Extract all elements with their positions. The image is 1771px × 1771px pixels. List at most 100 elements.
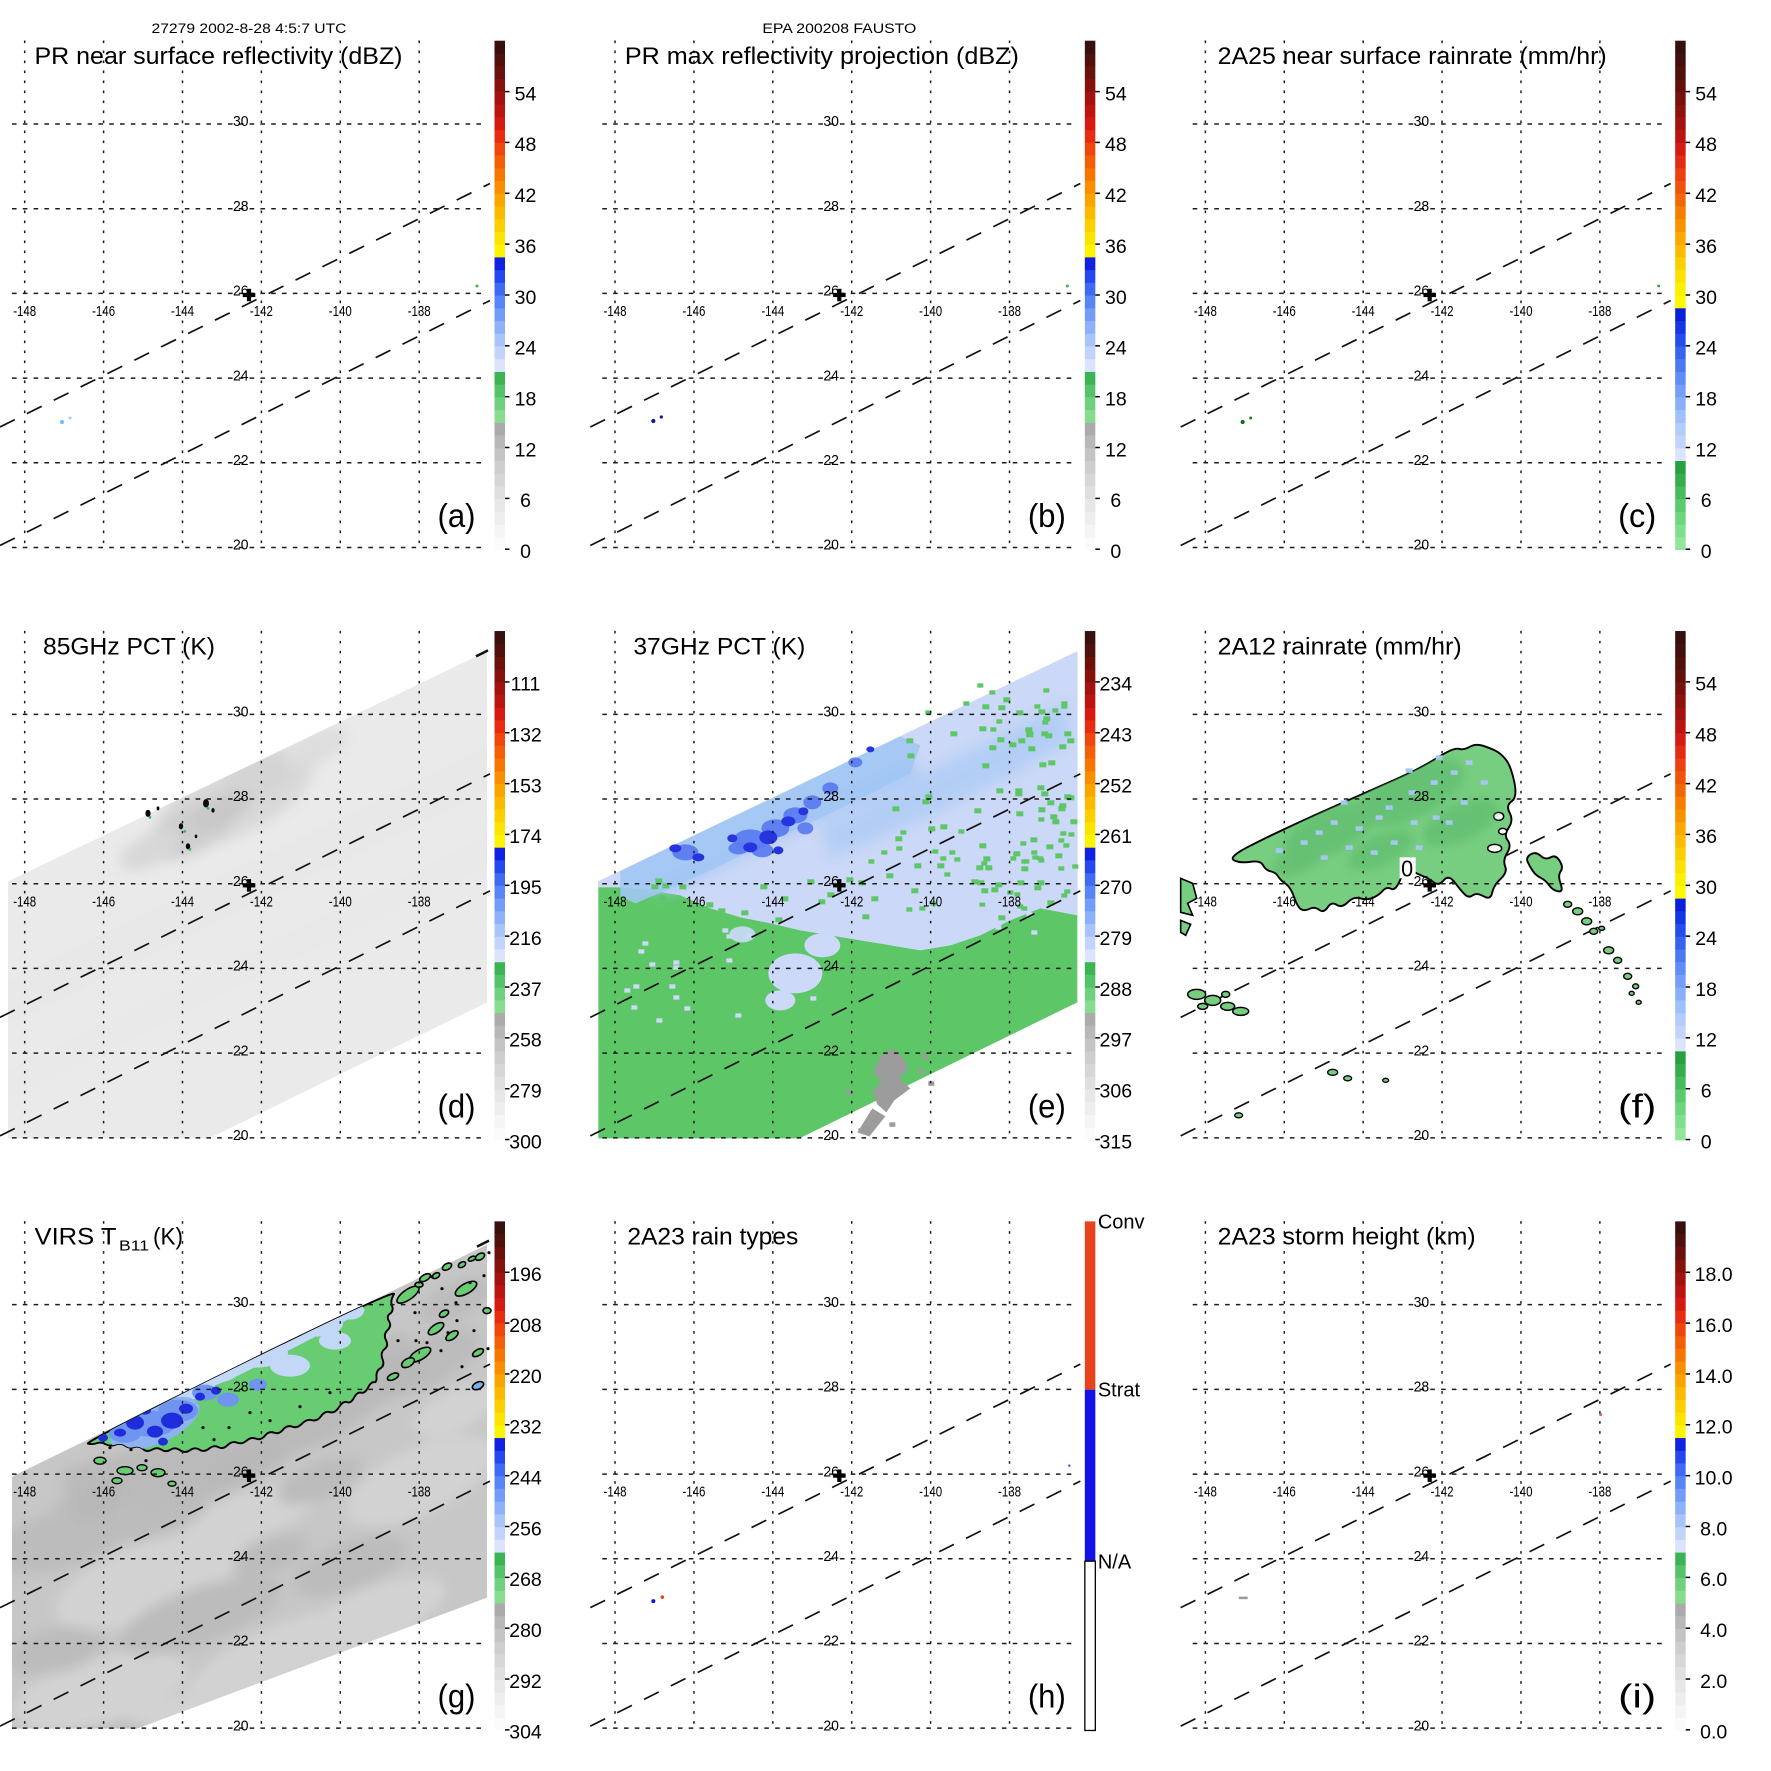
- svg-text:258: 258: [509, 1030, 542, 1052]
- svg-text:(b): (b): [1028, 497, 1066, 534]
- svg-text:292: 292: [509, 1671, 542, 1693]
- svg-text:132: 132: [509, 725, 542, 747]
- svg-text:EPA 200208 FAUSTO: EPA 200208 FAUSTO: [762, 21, 916, 36]
- svg-text:36: 36: [1695, 826, 1717, 848]
- svg-text:(a): (a): [438, 497, 476, 534]
- svg-text:24: 24: [1105, 338, 1127, 360]
- svg-text:0: 0: [520, 541, 531, 563]
- svg-text:18: 18: [1695, 389, 1717, 411]
- svg-text:244: 244: [509, 1467, 542, 1489]
- svg-text:261: 261: [1100, 826, 1133, 848]
- svg-text:12: 12: [1695, 1030, 1717, 1052]
- svg-text:2A23 rain types: 2A23 rain types: [627, 1224, 798, 1251]
- svg-text:42: 42: [1695, 185, 1717, 207]
- svg-text:304: 304: [509, 1722, 542, 1744]
- svg-text:0: 0: [1110, 541, 1121, 563]
- svg-text:54: 54: [1695, 674, 1717, 696]
- svg-text:18: 18: [515, 389, 537, 411]
- svg-text:297: 297: [1100, 1030, 1133, 1052]
- svg-text:37GHz PCT (K): 37GHz PCT (K): [633, 633, 805, 660]
- svg-text:18: 18: [1105, 389, 1127, 411]
- svg-text:24: 24: [1695, 928, 1717, 950]
- svg-text:27279 2002-8-28 4:5:7 UTC: 27279 2002-8-28 4:5:7 UTC: [152, 21, 347, 36]
- svg-text:256: 256: [509, 1518, 542, 1540]
- svg-text:B11: B11: [119, 1238, 149, 1255]
- svg-text:(h): (h): [1028, 1678, 1066, 1715]
- svg-text:234: 234: [1100, 674, 1133, 696]
- svg-text:54: 54: [1105, 83, 1127, 105]
- svg-text:10.0: 10.0: [1695, 1467, 1733, 1489]
- svg-text:195: 195: [509, 877, 542, 899]
- svg-text:2A23 storm height (km): 2A23 storm height (km): [1218, 1224, 1476, 1251]
- svg-text:268: 268: [509, 1569, 542, 1591]
- svg-text:0: 0: [1701, 541, 1712, 563]
- svg-text:12: 12: [1105, 439, 1127, 461]
- svg-text:18.0: 18.0: [1695, 1264, 1733, 1286]
- svg-text:6: 6: [1701, 490, 1712, 512]
- svg-text:220: 220: [509, 1366, 542, 1388]
- svg-text:6: 6: [1701, 1081, 1712, 1103]
- svg-text:48: 48: [1695, 134, 1717, 156]
- svg-text:252: 252: [1100, 775, 1133, 797]
- svg-text:24: 24: [1695, 338, 1717, 360]
- svg-text:PR near surface reflectivity (: PR near surface reflectivity (dBZ): [35, 43, 403, 70]
- svg-text:196: 196: [509, 1264, 542, 1286]
- svg-text:48: 48: [1105, 134, 1127, 156]
- svg-text:36: 36: [1695, 236, 1717, 258]
- svg-text:PR max reflectivity projection: PR max reflectivity projection (dBZ): [625, 43, 1019, 70]
- svg-text:315: 315: [1100, 1131, 1133, 1153]
- svg-text:0: 0: [1401, 855, 1413, 881]
- svg-text:306: 306: [1100, 1081, 1133, 1103]
- svg-text:(d): (d): [438, 1087, 476, 1124]
- svg-text:2A12 rainrate (mm/hr): 2A12 rainrate (mm/hr): [1218, 633, 1462, 660]
- svg-text:42: 42: [515, 185, 537, 207]
- svg-text:24: 24: [515, 338, 537, 360]
- svg-text:243: 243: [1100, 725, 1133, 747]
- svg-text:153: 153: [509, 775, 542, 797]
- svg-text:232: 232: [509, 1417, 542, 1439]
- svg-text:8.0: 8.0: [1700, 1518, 1727, 1540]
- svg-text:54: 54: [1695, 83, 1717, 105]
- svg-text:288: 288: [1100, 979, 1133, 1001]
- svg-text:(c): (c): [1618, 497, 1656, 534]
- svg-text:216: 216: [509, 928, 542, 950]
- svg-text:4.0: 4.0: [1700, 1620, 1727, 1642]
- svg-text:2A25 near surface rainrate (mm: 2A25 near surface rainrate (mm/hr): [1218, 43, 1607, 70]
- svg-text:(i): (i): [1618, 1678, 1656, 1715]
- svg-text:VIRS T: VIRS T: [35, 1224, 117, 1251]
- svg-text:6.0: 6.0: [1700, 1569, 1727, 1591]
- svg-text:279: 279: [509, 1081, 542, 1103]
- svg-text:36: 36: [1105, 236, 1127, 258]
- svg-text:(g): (g): [438, 1678, 476, 1715]
- svg-text:2.0: 2.0: [1700, 1671, 1727, 1693]
- svg-text:30: 30: [1695, 287, 1717, 309]
- svg-text:N/A: N/A: [1098, 1552, 1132, 1574]
- svg-text:48: 48: [1695, 725, 1717, 747]
- svg-text:279: 279: [1100, 928, 1133, 950]
- svg-text:12: 12: [515, 439, 537, 461]
- svg-text:42: 42: [1695, 775, 1717, 797]
- svg-text:48: 48: [515, 134, 537, 156]
- svg-text:85GHz PCT (K): 85GHz PCT (K): [43, 633, 215, 660]
- svg-text:16.0: 16.0: [1695, 1315, 1733, 1337]
- svg-text:174: 174: [509, 826, 542, 848]
- svg-text:6: 6: [520, 490, 531, 512]
- svg-text:208: 208: [509, 1315, 542, 1337]
- svg-text:270: 270: [1100, 877, 1133, 899]
- svg-text:54: 54: [515, 83, 537, 105]
- svg-text:30: 30: [1695, 877, 1717, 899]
- svg-text:(e): (e): [1028, 1087, 1066, 1124]
- svg-text:(K): (K): [153, 1224, 183, 1251]
- svg-text:0.0: 0.0: [1700, 1722, 1727, 1744]
- svg-text:14.0: 14.0: [1695, 1366, 1733, 1388]
- svg-text:36: 36: [515, 236, 537, 258]
- svg-text:12: 12: [1695, 439, 1717, 461]
- svg-text:300: 300: [509, 1131, 542, 1153]
- svg-text:42: 42: [1105, 185, 1127, 207]
- svg-text:30: 30: [515, 287, 537, 309]
- svg-text:18: 18: [1695, 979, 1717, 1001]
- svg-text:111: 111: [511, 674, 541, 696]
- svg-text:6: 6: [1110, 490, 1121, 512]
- svg-text:Strat: Strat: [1098, 1380, 1141, 1402]
- svg-text:12.0: 12.0: [1695, 1417, 1733, 1439]
